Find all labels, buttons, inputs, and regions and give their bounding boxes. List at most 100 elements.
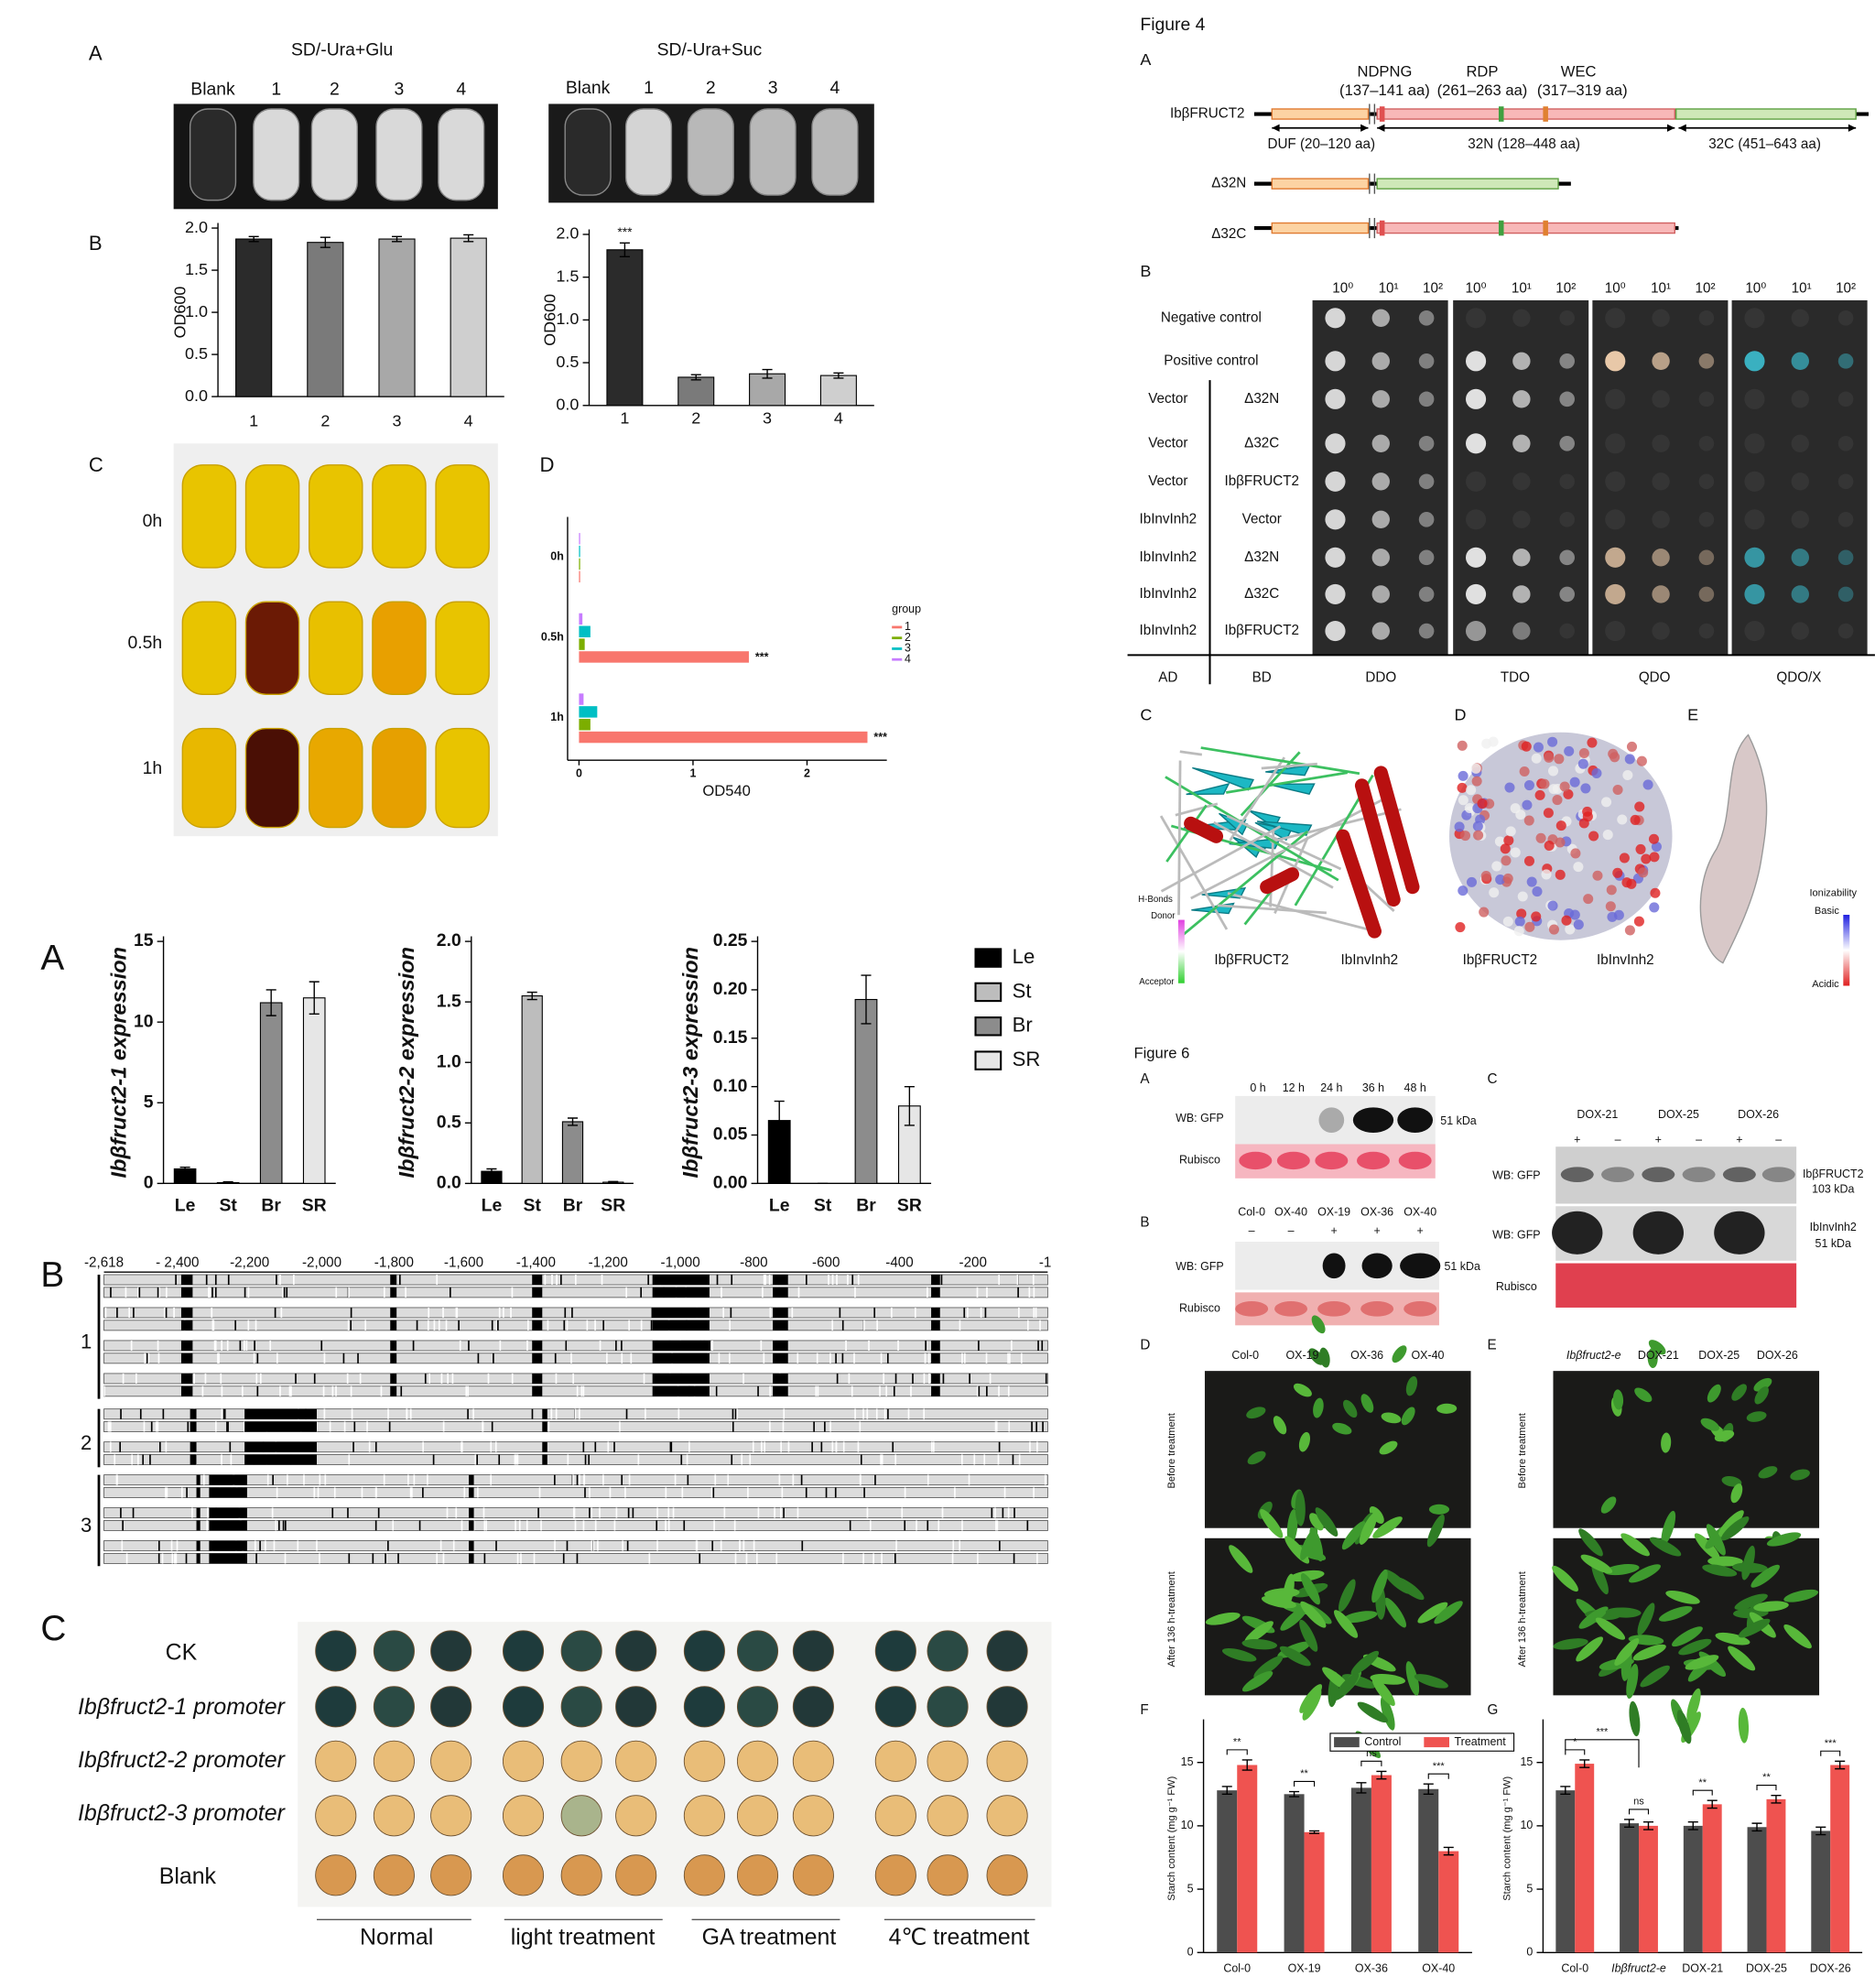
promoter-row [103, 1373, 1048, 1385]
yeast-spot [1559, 512, 1575, 527]
leaf [1620, 1533, 1650, 1557]
tube [189, 108, 237, 201]
yeast-spot [1605, 583, 1626, 605]
surface-atom [1635, 843, 1646, 854]
bar [1620, 1823, 1640, 1953]
error-bar [1221, 1786, 1232, 1795]
figure-text: + [1736, 1134, 1742, 1146]
surface-atom [1458, 795, 1469, 806]
yeast-spot [1698, 435, 1715, 451]
gus-disc [615, 1630, 657, 1672]
band [1361, 1253, 1393, 1279]
element-block [532, 1340, 543, 1352]
y-tick-label: 1.0 [437, 1051, 461, 1071]
surface-atom [1534, 789, 1545, 800]
gus-disc [502, 1795, 545, 1837]
figure-text: After 136 h-treatment [1166, 1571, 1177, 1667]
y-tick-label: 0 [1187, 1946, 1194, 1959]
band [1560, 1167, 1594, 1182]
y-tick-label: 1.0 [556, 310, 579, 328]
error-bar [526, 991, 537, 1001]
leaf [1576, 1636, 1604, 1662]
error-bar [391, 235, 403, 243]
figure-text: 2 [706, 78, 716, 98]
bar [1639, 1825, 1658, 1953]
element-block [390, 1274, 397, 1286]
yeast-spot [1325, 388, 1346, 409]
y-tick-label: 0 [1526, 1946, 1533, 1959]
leaf [1371, 1569, 1388, 1603]
tube [564, 108, 612, 196]
figure-text: 10¹ [1379, 280, 1399, 296]
yeast-spot [1512, 622, 1531, 640]
surface-e [1699, 733, 1768, 964]
leaf [1343, 1399, 1358, 1418]
legend-swatch [1424, 1737, 1450, 1748]
surface-atom [1580, 783, 1591, 794]
scale-bar [1177, 919, 1185, 983]
y-tick-label: 0.20 [713, 979, 748, 999]
figure-text: WEC [1561, 62, 1597, 80]
figure-text: Col-0 [1238, 1205, 1265, 1218]
band [1239, 1151, 1273, 1170]
figure-text: B [1140, 262, 1151, 280]
yeast-spot [1371, 390, 1390, 408]
x-tick-label: 1 [249, 412, 258, 430]
leaf [1357, 1701, 1389, 1723]
surface-atom [1531, 911, 1542, 922]
figure-text: Blank [190, 79, 235, 99]
error-bar [567, 1117, 579, 1126]
ruler-label: -1,800 [374, 1255, 414, 1271]
y-tick-label: 0.0 [437, 1172, 461, 1192]
yeast-spot [1418, 310, 1435, 326]
surface-atom [1535, 832, 1546, 843]
legend-box [1329, 1733, 1515, 1752]
figure-text: 0h [143, 511, 163, 531]
surface-atom [1633, 916, 1644, 927]
leaf [1578, 1528, 1603, 1557]
element-block [532, 1274, 543, 1286]
y-tick-label: 15 [1520, 1755, 1533, 1768]
y-tick-label: 0.5 [185, 344, 208, 363]
gus-disc [560, 1740, 602, 1782]
surface-atom [1569, 909, 1580, 920]
figure-text: 10² [1555, 280, 1576, 296]
leaf [1428, 1504, 1450, 1515]
motif [1498, 106, 1504, 122]
legend-label: Control [1364, 1735, 1401, 1748]
error-bar [1309, 1830, 1320, 1834]
element-block [244, 1421, 317, 1432]
x-tick-label: Le [482, 1195, 503, 1215]
promoter-row [103, 1320, 1048, 1331]
element-block [244, 1441, 317, 1452]
figure-text: Col-0 [1231, 1349, 1259, 1362]
yeast-spot [1605, 433, 1626, 454]
figure-text: SD/-Ura+Glu [291, 39, 393, 60]
protein-loop [1217, 904, 1327, 915]
yeast-spot [1698, 310, 1715, 326]
element-block [190, 1454, 197, 1465]
figure-text: TDO [1501, 669, 1530, 685]
bar [749, 373, 786, 407]
figure-text: QDO/X [1776, 669, 1821, 685]
figure-text: C [1488, 1071, 1498, 1087]
surface-atom [1612, 784, 1623, 796]
element-block [390, 1320, 397, 1331]
error-bar [1560, 1786, 1571, 1795]
yeast-spot [1605, 621, 1626, 642]
legend-label: 3 [905, 642, 911, 655]
error-bar [619, 242, 630, 257]
surface-atom [1612, 867, 1623, 878]
yeast-spot [1652, 510, 1670, 528]
leaf [1350, 1650, 1380, 1676]
yeast-spot [1652, 352, 1670, 371]
gus-disc [927, 1854, 969, 1896]
leaf [1649, 1537, 1682, 1557]
surface-atom [1516, 908, 1527, 919]
motif [1543, 106, 1548, 122]
figure-text: A [40, 939, 64, 978]
tube [749, 108, 797, 196]
bar [677, 376, 715, 407]
element-block [209, 1487, 247, 1498]
tube [309, 601, 363, 695]
